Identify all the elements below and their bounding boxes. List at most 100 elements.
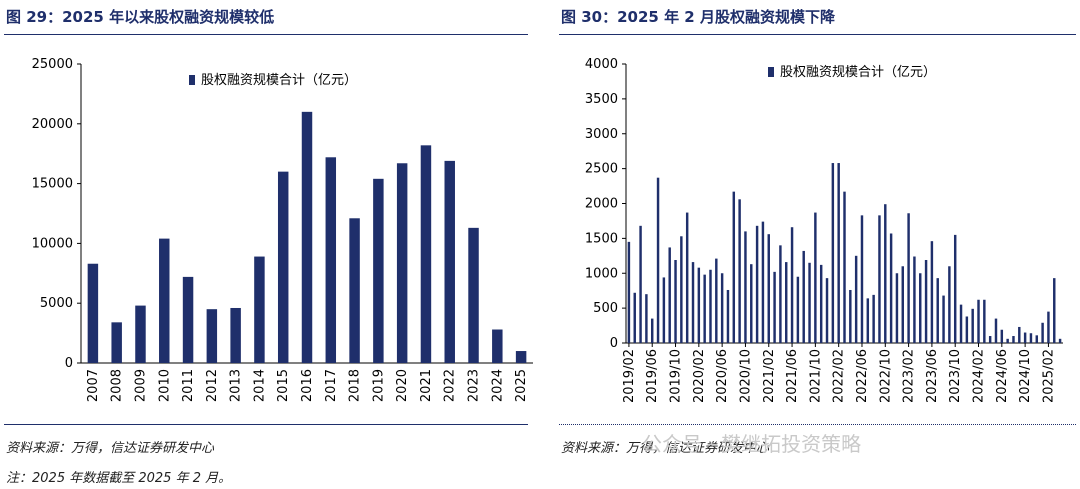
right-bar xyxy=(860,215,864,343)
right-x-tick-label: 2025/02 xyxy=(1041,349,1056,403)
right-bar xyxy=(942,295,945,343)
left-x-tick-label: 2017 xyxy=(324,369,339,402)
left-x-tick-label: 2022 xyxy=(443,369,458,402)
right-bar xyxy=(1006,338,1009,343)
right-bar xyxy=(983,299,986,343)
right-y-tick-label: 0 xyxy=(610,336,618,351)
left-y-tick-label: 25000 xyxy=(32,57,73,72)
left-x-tick-label: 2020 xyxy=(395,369,410,402)
left-title-rule xyxy=(4,34,528,35)
right-bar xyxy=(761,221,765,343)
right-bar xyxy=(977,299,980,343)
right-bar xyxy=(709,269,712,343)
right-bar xyxy=(872,294,875,343)
right-bar xyxy=(1023,332,1027,343)
left-x-tick-label: 2009 xyxy=(133,369,148,402)
right-bar xyxy=(1029,333,1033,343)
right-legend-label: 股权融资规模合计（亿元） xyxy=(780,64,936,80)
right-bar xyxy=(662,277,666,343)
left-bar xyxy=(349,218,360,363)
right-x-tick-label: 2019/10 xyxy=(669,349,684,403)
left-bottom-rule xyxy=(4,424,528,425)
right-bar xyxy=(674,259,677,343)
right-x-tick-label: 2020/06 xyxy=(715,349,730,403)
right-bar xyxy=(825,278,829,343)
right-bar xyxy=(953,234,957,343)
right-x-tick-label: 2023/06 xyxy=(925,349,940,403)
right-y-tick-label: 3500 xyxy=(585,92,618,107)
right-x-tick-label: 2020/10 xyxy=(738,349,753,403)
right-bar xyxy=(1058,338,1062,343)
right-x-tick-label: 2021/06 xyxy=(785,349,800,403)
right-bar xyxy=(819,264,823,343)
right-x-tick-label: 2019/06 xyxy=(645,349,660,403)
left-bar xyxy=(325,157,337,363)
right-bar xyxy=(767,234,770,343)
right-bar xyxy=(866,298,870,343)
right-bar xyxy=(878,215,881,343)
right-bar xyxy=(901,266,904,343)
left-bar xyxy=(373,178,384,363)
right-bar xyxy=(895,273,899,343)
right-bar xyxy=(971,308,974,343)
right-bar xyxy=(1012,336,1015,343)
right-bar xyxy=(645,294,648,343)
right-title-rule xyxy=(559,34,1076,35)
left-x-tick-label: 2011 xyxy=(181,369,196,402)
left-bar xyxy=(159,238,170,363)
left-bar xyxy=(254,256,265,363)
right-y-tick-label: 1500 xyxy=(585,231,618,246)
left-bar xyxy=(206,309,218,363)
left-bar xyxy=(230,307,241,363)
right-bar xyxy=(913,256,916,343)
right-bar xyxy=(691,262,695,343)
left-x-tick-label: 2008 xyxy=(110,369,125,402)
left-x-tick-label: 2012 xyxy=(205,369,220,402)
right-source-note: 资料来源：万得，信达证券研发中心 xyxy=(561,441,770,456)
left-x-tick-label: 2015 xyxy=(276,369,291,402)
right-bar xyxy=(790,227,794,343)
left-bar xyxy=(396,163,408,363)
right-bar xyxy=(924,259,928,343)
right-bar xyxy=(779,245,782,343)
right-x-tick-label: 2023/02 xyxy=(902,349,917,403)
right-bar xyxy=(802,250,805,343)
right-bar xyxy=(720,273,724,343)
left-bar xyxy=(111,322,122,363)
right-bar xyxy=(988,336,992,343)
left-bar xyxy=(182,276,194,363)
left-x-tick-label: 2013 xyxy=(229,369,244,402)
right-x-tick-label: 2022/02 xyxy=(832,349,847,403)
right-bar xyxy=(1041,322,1044,343)
left-bar xyxy=(420,145,432,363)
left-y-tick-label: 10000 xyxy=(32,236,73,251)
right-bar xyxy=(994,318,998,343)
left-bar xyxy=(135,305,146,363)
left-x-tick-label: 2018 xyxy=(348,369,363,402)
left-bar-chart: 0 5000 10000 15000 20000 25000 2007 2008 2009 201… xyxy=(32,57,533,402)
left-x-tick-label: 2023 xyxy=(467,369,482,402)
right-bar xyxy=(627,241,631,343)
right-bar xyxy=(785,262,788,343)
right-bar xyxy=(849,289,852,343)
left-legend-label: 股权融资规模合计（亿元） xyxy=(201,72,357,88)
right-y-tick-label: 4000 xyxy=(585,57,618,72)
right-x-tick-label: 2024/10 xyxy=(1018,349,1033,403)
left-y-tick-label: 20000 xyxy=(32,117,73,132)
right-bar xyxy=(668,247,671,343)
right-bar xyxy=(1053,278,1056,343)
right-bar xyxy=(732,191,736,343)
left-chart-title: 图 29：2025 年以来股权融资规模较低 xyxy=(6,8,275,26)
left-footnote: 注：2025 年数据截至 2025 年 2 月。 xyxy=(6,471,232,486)
right-bar xyxy=(808,262,811,343)
left-x-tick-label: 2019 xyxy=(371,369,386,402)
left-x-tick-label: 2016 xyxy=(300,369,315,402)
right-x-tick-label: 2022/06 xyxy=(855,349,870,403)
left-y-tick-label: 15000 xyxy=(32,177,73,192)
right-bar xyxy=(1047,311,1050,343)
right-bar xyxy=(755,225,759,343)
right-bar xyxy=(884,204,887,343)
right-bar xyxy=(1000,329,1004,343)
right-bar xyxy=(831,163,835,343)
